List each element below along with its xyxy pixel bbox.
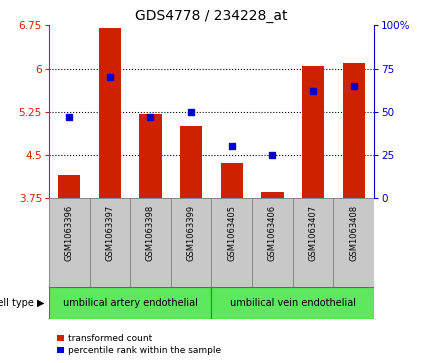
Text: GSM1063408: GSM1063408 (349, 205, 358, 261)
Bar (58, 175, 80, 198)
Text: GSM1063397: GSM1063397 (105, 205, 114, 261)
Bar (49, 198, 90, 287)
Bar (211, 287, 374, 319)
Text: GSM1063398: GSM1063398 (146, 205, 155, 261)
Legend: transformed count, percentile rank within the sample: transformed count, percentile rank withi… (54, 331, 224, 359)
Bar (180, 126, 202, 198)
Bar (293, 198, 333, 287)
Bar (49, 287, 211, 319)
Text: umbilical artery endothelial: umbilical artery endothelial (63, 298, 198, 308)
Bar (99, 28, 121, 198)
Text: GSM1063396: GSM1063396 (65, 205, 74, 261)
Bar (130, 198, 171, 287)
Text: GSM1063406: GSM1063406 (268, 205, 277, 261)
Bar (90, 198, 130, 287)
Text: GSM1063407: GSM1063407 (309, 205, 317, 261)
Bar (221, 163, 243, 198)
Bar (139, 114, 162, 198)
Bar (333, 198, 374, 287)
Title: GDS4778 / 234228_at: GDS4778 / 234228_at (135, 9, 288, 23)
Text: cell type ▶: cell type ▶ (0, 298, 45, 308)
Text: umbilical vein endothelial: umbilical vein endothelial (230, 298, 356, 308)
Bar (171, 198, 211, 287)
Bar (302, 66, 324, 198)
Bar (343, 63, 365, 198)
Bar (252, 198, 293, 287)
Text: GSM1063405: GSM1063405 (227, 205, 236, 261)
Text: GSM1063399: GSM1063399 (187, 205, 196, 261)
Bar (211, 198, 252, 287)
Bar (261, 192, 283, 198)
